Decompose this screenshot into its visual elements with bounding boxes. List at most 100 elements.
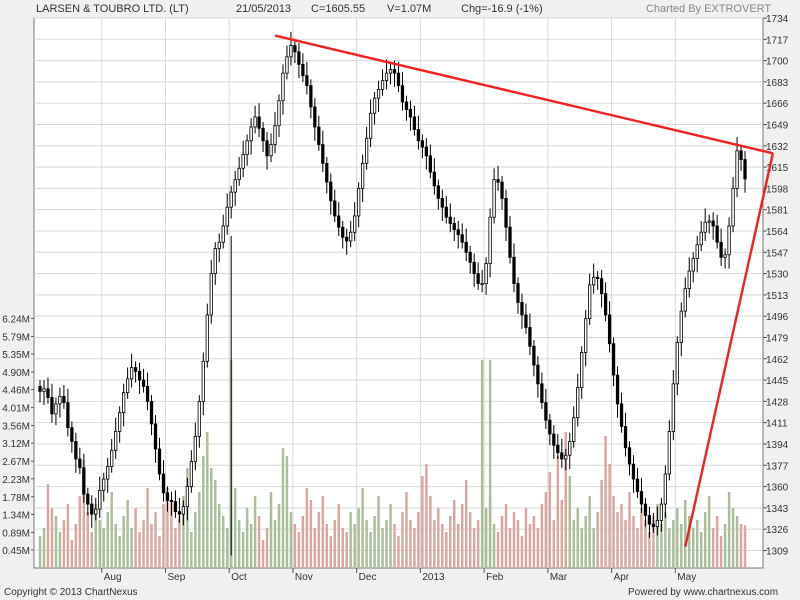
volume-bar [512,512,516,568]
volume-bar [345,532,348,568]
volume-bar [580,528,583,568]
candle-body-up [189,461,193,487]
candle-body-up [663,473,667,505]
volume-bar [480,360,484,568]
candle-body-up [655,519,660,528]
candle-body-down [468,251,472,263]
candle-body-up [353,215,357,233]
candle-body-up [667,431,671,475]
candle-body-down [512,256,516,285]
volume-bar [640,508,643,568]
volume-bar [182,496,185,568]
volume-bar [62,520,66,568]
candle-body-down [619,403,624,427]
volume-tick-label: 6.24M [2,314,30,325]
volume-bar [632,516,635,568]
volume-bar [468,512,472,568]
candle-body-up [695,244,699,259]
volume-bar [293,524,297,568]
volume-bar [257,516,261,568]
volume-bar [309,500,313,568]
candle-body-down [651,523,656,528]
candle-body-down [739,150,743,160]
powered-by-link[interactable]: Powered by www.chartnexus.com [628,587,779,598]
candle-body-up [94,508,98,515]
volume-bar [620,504,623,568]
volume-bar [608,464,611,568]
price-tick-label: 1309 [766,546,789,557]
volume-bar [237,520,241,568]
candle-body-down [524,314,528,328]
volume-bar [321,496,325,568]
volume-bar [106,512,109,568]
volume-bar [158,536,161,568]
volume-bar [680,524,683,568]
volume-bar [472,528,476,568]
candle-body-up [245,140,249,155]
price-tick-label: 1615 [766,163,789,174]
price-tick-label: 1666 [766,99,789,110]
volume-bar [305,488,309,568]
volume-tick-label: 2.23M [2,475,30,486]
candle-body-down [424,146,428,157]
volume-bar [349,512,352,568]
candle-body-up [683,288,687,312]
candle-body-down [528,327,532,347]
candle-body-down [508,226,512,258]
stock-title: LARSEN & TOUBRO LTD. (LT) [36,3,189,15]
candle-body-down [313,106,317,128]
candle-body-down [46,388,50,399]
candle-body-down [321,144,325,164]
candle-body-down [603,293,608,316]
candle-body-down [615,374,620,405]
volume-bar [532,516,536,568]
volume-bar [707,496,711,568]
candle-body-down [257,116,261,129]
volume-bar [66,504,70,568]
month-label: Feb [486,572,504,583]
candle-body-up [193,436,197,462]
volume-bar [560,500,564,568]
copyright-text: Copyright © 2013 ChartNexus [4,587,138,598]
candle-body-up [58,395,62,405]
candle-body-up [380,80,385,90]
candle-body-down [544,402,548,421]
price-tick-label: 1462 [766,355,789,366]
candle-body-up [209,273,213,316]
volume-bar [636,528,639,568]
candle-body-up [384,72,389,82]
candle-body-up [249,126,253,142]
volume-bar [385,520,388,568]
candle-body-up [273,125,277,145]
candle-body-down [412,116,417,130]
candle-body-down [611,343,616,376]
volume-bar [723,524,727,568]
candle-body-down [516,283,520,303]
volume-tick-label: 0.89M [2,528,30,539]
volume-bar [731,508,735,568]
volume-bar [233,488,237,568]
volume-tick-label: 3.56M [2,422,30,433]
candle-body-down [444,206,448,218]
candle-body-down [305,75,309,87]
volume-bar [453,500,456,568]
volume-bar [210,468,213,568]
price-tick-label: 1513 [766,291,789,302]
candle-body-down [556,444,560,454]
candle-body-up [675,342,679,385]
volume-bar [353,524,356,568]
volume-bar [652,516,655,568]
candle-body-up [277,100,281,127]
candle-body-up [727,225,731,256]
volume-bar [134,508,137,568]
volume-tick-label: 3.12M [2,439,30,450]
volume-bar [413,528,416,568]
candle-body-down [157,448,162,475]
volume-tick-label: 4.46M [2,386,30,397]
volume-bar [265,528,269,568]
volume-bar [397,536,400,568]
candle-body-down [149,400,154,425]
chart-header: LARSEN & TOUBRO LTD. (LT) 21/05/2013 C=1… [0,0,771,18]
volume-tick-label: 4.01M [2,404,30,415]
volume-bar [739,524,743,568]
